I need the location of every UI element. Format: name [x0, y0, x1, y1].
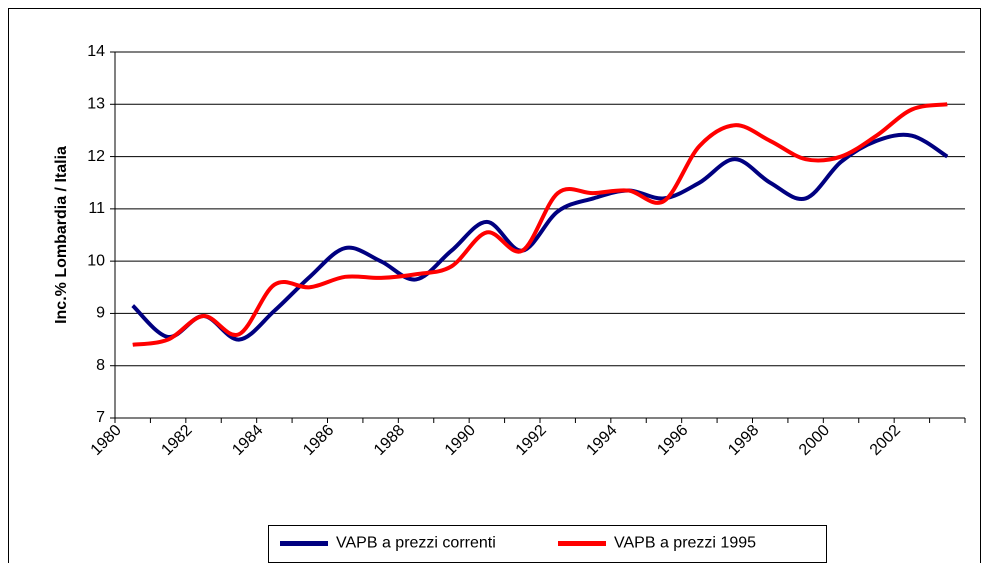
y-tick-label: 14: [87, 43, 105, 60]
x-tick-label: 1990: [442, 422, 479, 459]
x-tick-label: 1996: [654, 422, 691, 459]
y-tick-label: 12: [87, 148, 105, 165]
x-tick-label: 1984: [229, 422, 266, 459]
y-tick-label: 11: [88, 200, 105, 217]
y-axis-label: Inc.% Lombardia / Italia: [53, 146, 70, 324]
y-tick-label: 7: [96, 409, 105, 426]
series-line: [132, 102, 948, 347]
series-line: [131, 132, 949, 342]
y-tick-label: 8: [96, 357, 105, 374]
x-tick-label: 1982: [158, 422, 195, 459]
x-tick-label: 1992: [513, 422, 550, 459]
y-tick-label: 10: [87, 252, 105, 269]
y-tick-label: 13: [87, 96, 105, 113]
chart-frame: [8, 8, 981, 563]
x-tick-label: 1994: [583, 422, 620, 459]
x-tick-label: 1980: [88, 422, 125, 459]
legend-label: VAPB a prezzi 1995: [614, 535, 756, 552]
y-tick-label: 9: [96, 305, 105, 322]
x-tick-label: 1988: [371, 422, 408, 459]
x-tick-label: 1998: [725, 422, 762, 459]
legend-box: [268, 525, 827, 563]
legend-label: VAPB a prezzi correnti: [336, 535, 496, 552]
x-tick-label: 2002: [867, 422, 904, 459]
x-tick-label: 1986: [300, 422, 337, 459]
x-tick-label: 2000: [796, 422, 833, 459]
